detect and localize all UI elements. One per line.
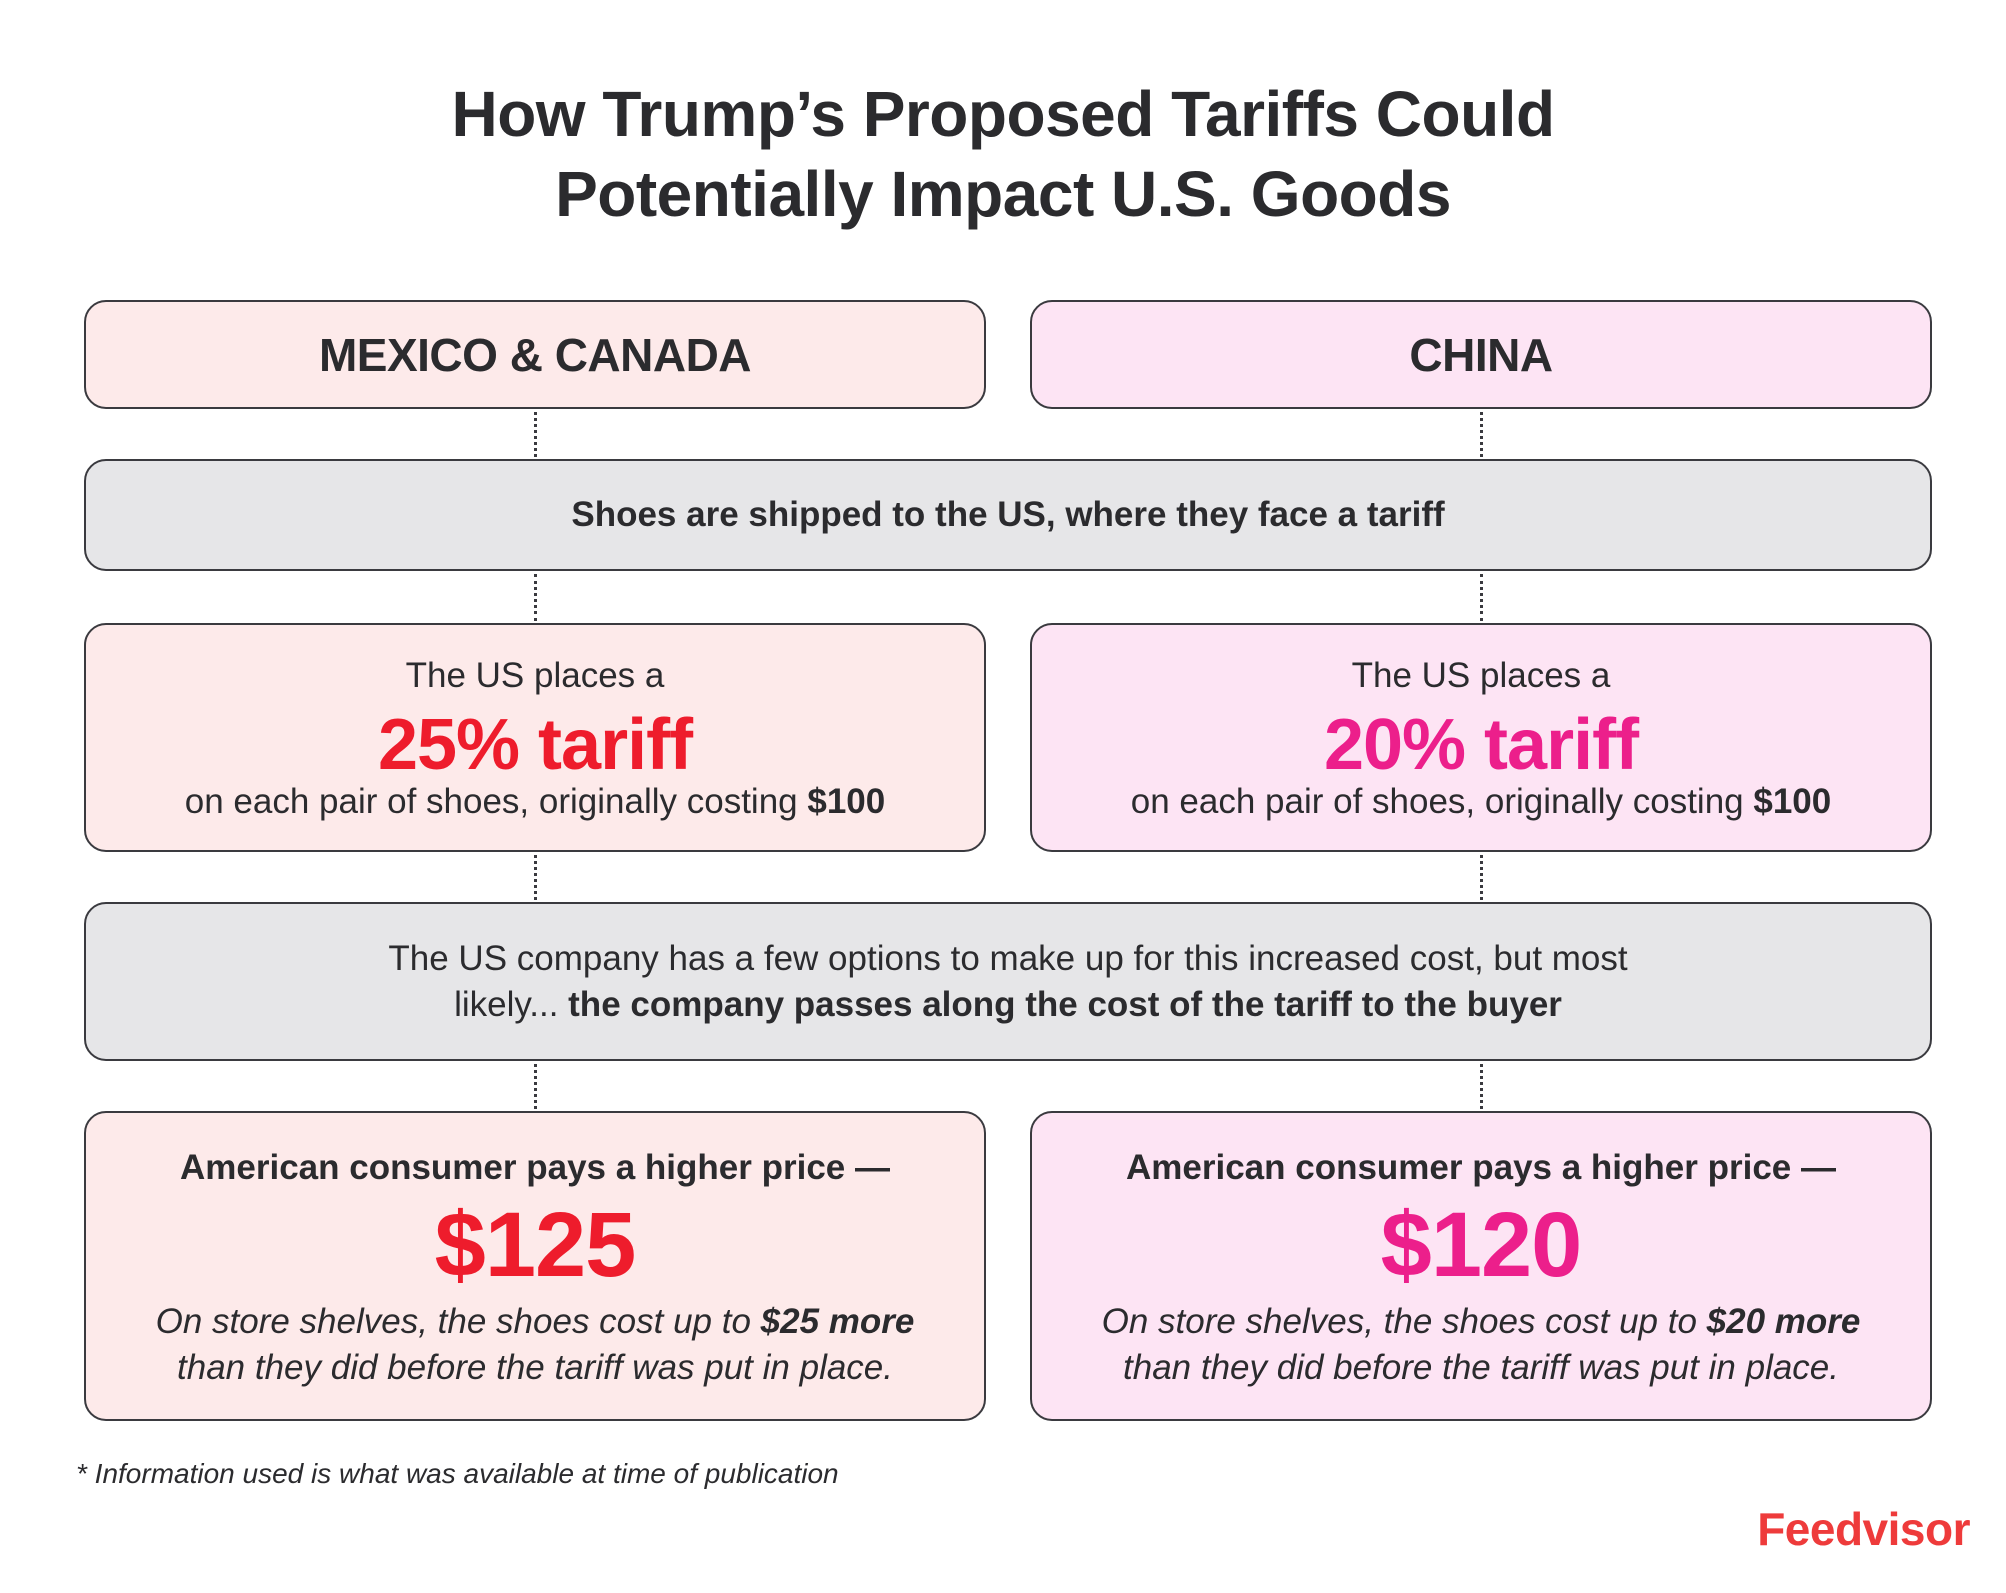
connector bbox=[1480, 412, 1483, 457]
tariff-detail: on each pair of shoes, originally costin… bbox=[1032, 781, 1930, 823]
original-cost: $100 bbox=[1753, 782, 1832, 821]
connector bbox=[534, 855, 537, 900]
consumer-note: On store shelves, the shoes cost up to $… bbox=[1032, 1299, 1930, 1391]
connector bbox=[1480, 855, 1483, 900]
tariff-box-china: The US places a 20% tariff on each pair … bbox=[1030, 623, 1932, 852]
header-mexico-canada: MEXICO & CANADA bbox=[84, 300, 986, 409]
header-label: MEXICO & CANADA bbox=[318, 328, 752, 381]
consumer-price: $125 bbox=[434, 1194, 637, 1296]
price-increase: $25 more bbox=[760, 1302, 915, 1341]
tariff-rate: 20% tariff bbox=[1323, 705, 1639, 785]
tariff-rate: 25% tariff bbox=[377, 705, 693, 785]
original-cost: $100 bbox=[807, 782, 886, 821]
consumer-note-line-2: than they did before the tariff was put … bbox=[177, 1348, 893, 1387]
consumer-note-text: On store shelves, the shoes cost up to bbox=[155, 1302, 761, 1341]
header-china: CHINA bbox=[1030, 300, 1932, 409]
options-conclusion: the company passes along the cost of the… bbox=[568, 984, 1562, 1024]
options-line-1: The US company has a few options to make… bbox=[388, 938, 1628, 978]
connector bbox=[534, 574, 537, 621]
consumer-note-line-2: than they did before the tariff was put … bbox=[1123, 1348, 1839, 1387]
consumer-note-line-1: On store shelves, the shoes cost up to $… bbox=[1032, 1299, 1930, 1345]
consumer-note: On store shelves, the shoes cost up to $… bbox=[86, 1299, 984, 1391]
consumer-heading: American consumer pays a higher price — bbox=[1126, 1148, 1836, 1187]
tariff-box-mexico-canada: The US places a 25% tariff on each pair … bbox=[84, 623, 986, 852]
options-box: The US company has a few options to make… bbox=[84, 902, 1932, 1061]
shipping-text: Shoes are shipped to the US, where they … bbox=[571, 495, 1445, 534]
tariff-detail-text: on each pair of shoes, originally costin… bbox=[1130, 782, 1754, 821]
connector bbox=[534, 412, 537, 457]
options-line-2-text: likely... bbox=[454, 984, 569, 1024]
consumer-note-text: On store shelves, the shoes cost up to bbox=[1101, 1302, 1707, 1341]
consumer-note-line-1: On store shelves, the shoes cost up to $… bbox=[86, 1299, 984, 1345]
connector bbox=[1480, 1064, 1483, 1109]
shipping-box: Shoes are shipped to the US, where they … bbox=[84, 459, 1932, 571]
connector bbox=[1480, 574, 1483, 621]
consumer-box-china: American consumer pays a higher price — … bbox=[1030, 1111, 1932, 1421]
connector bbox=[534, 1064, 537, 1109]
page-title: How Trump’s Proposed Tariffs Could Poten… bbox=[0, 74, 2006, 234]
header-label: CHINA bbox=[1409, 328, 1553, 381]
tariff-intro: The US places a bbox=[405, 656, 665, 695]
consumer-box-mexico-canada: American consumer pays a higher price — … bbox=[84, 1111, 986, 1421]
footnote: * Information used is what was available… bbox=[76, 1458, 839, 1489]
consumer-heading: American consumer pays a higher price — bbox=[180, 1148, 890, 1187]
tariff-intro: The US places a bbox=[1351, 656, 1611, 695]
brand-logo[interactable]: Feedvisor bbox=[1757, 1503, 1970, 1555]
price-increase: $20 more bbox=[1706, 1302, 1861, 1341]
options-line-2: likely... the company passes along the c… bbox=[454, 982, 1562, 1028]
tariff-detail: on each pair of shoes, originally costin… bbox=[86, 781, 984, 823]
title-line-2: Potentially Impact U.S. Goods bbox=[555, 158, 1451, 230]
tariff-detail-text: on each pair of shoes, originally costin… bbox=[184, 782, 808, 821]
consumer-price: $120 bbox=[1380, 1194, 1583, 1296]
title-line-1: How Trump’s Proposed Tariffs Could bbox=[451, 78, 1555, 150]
